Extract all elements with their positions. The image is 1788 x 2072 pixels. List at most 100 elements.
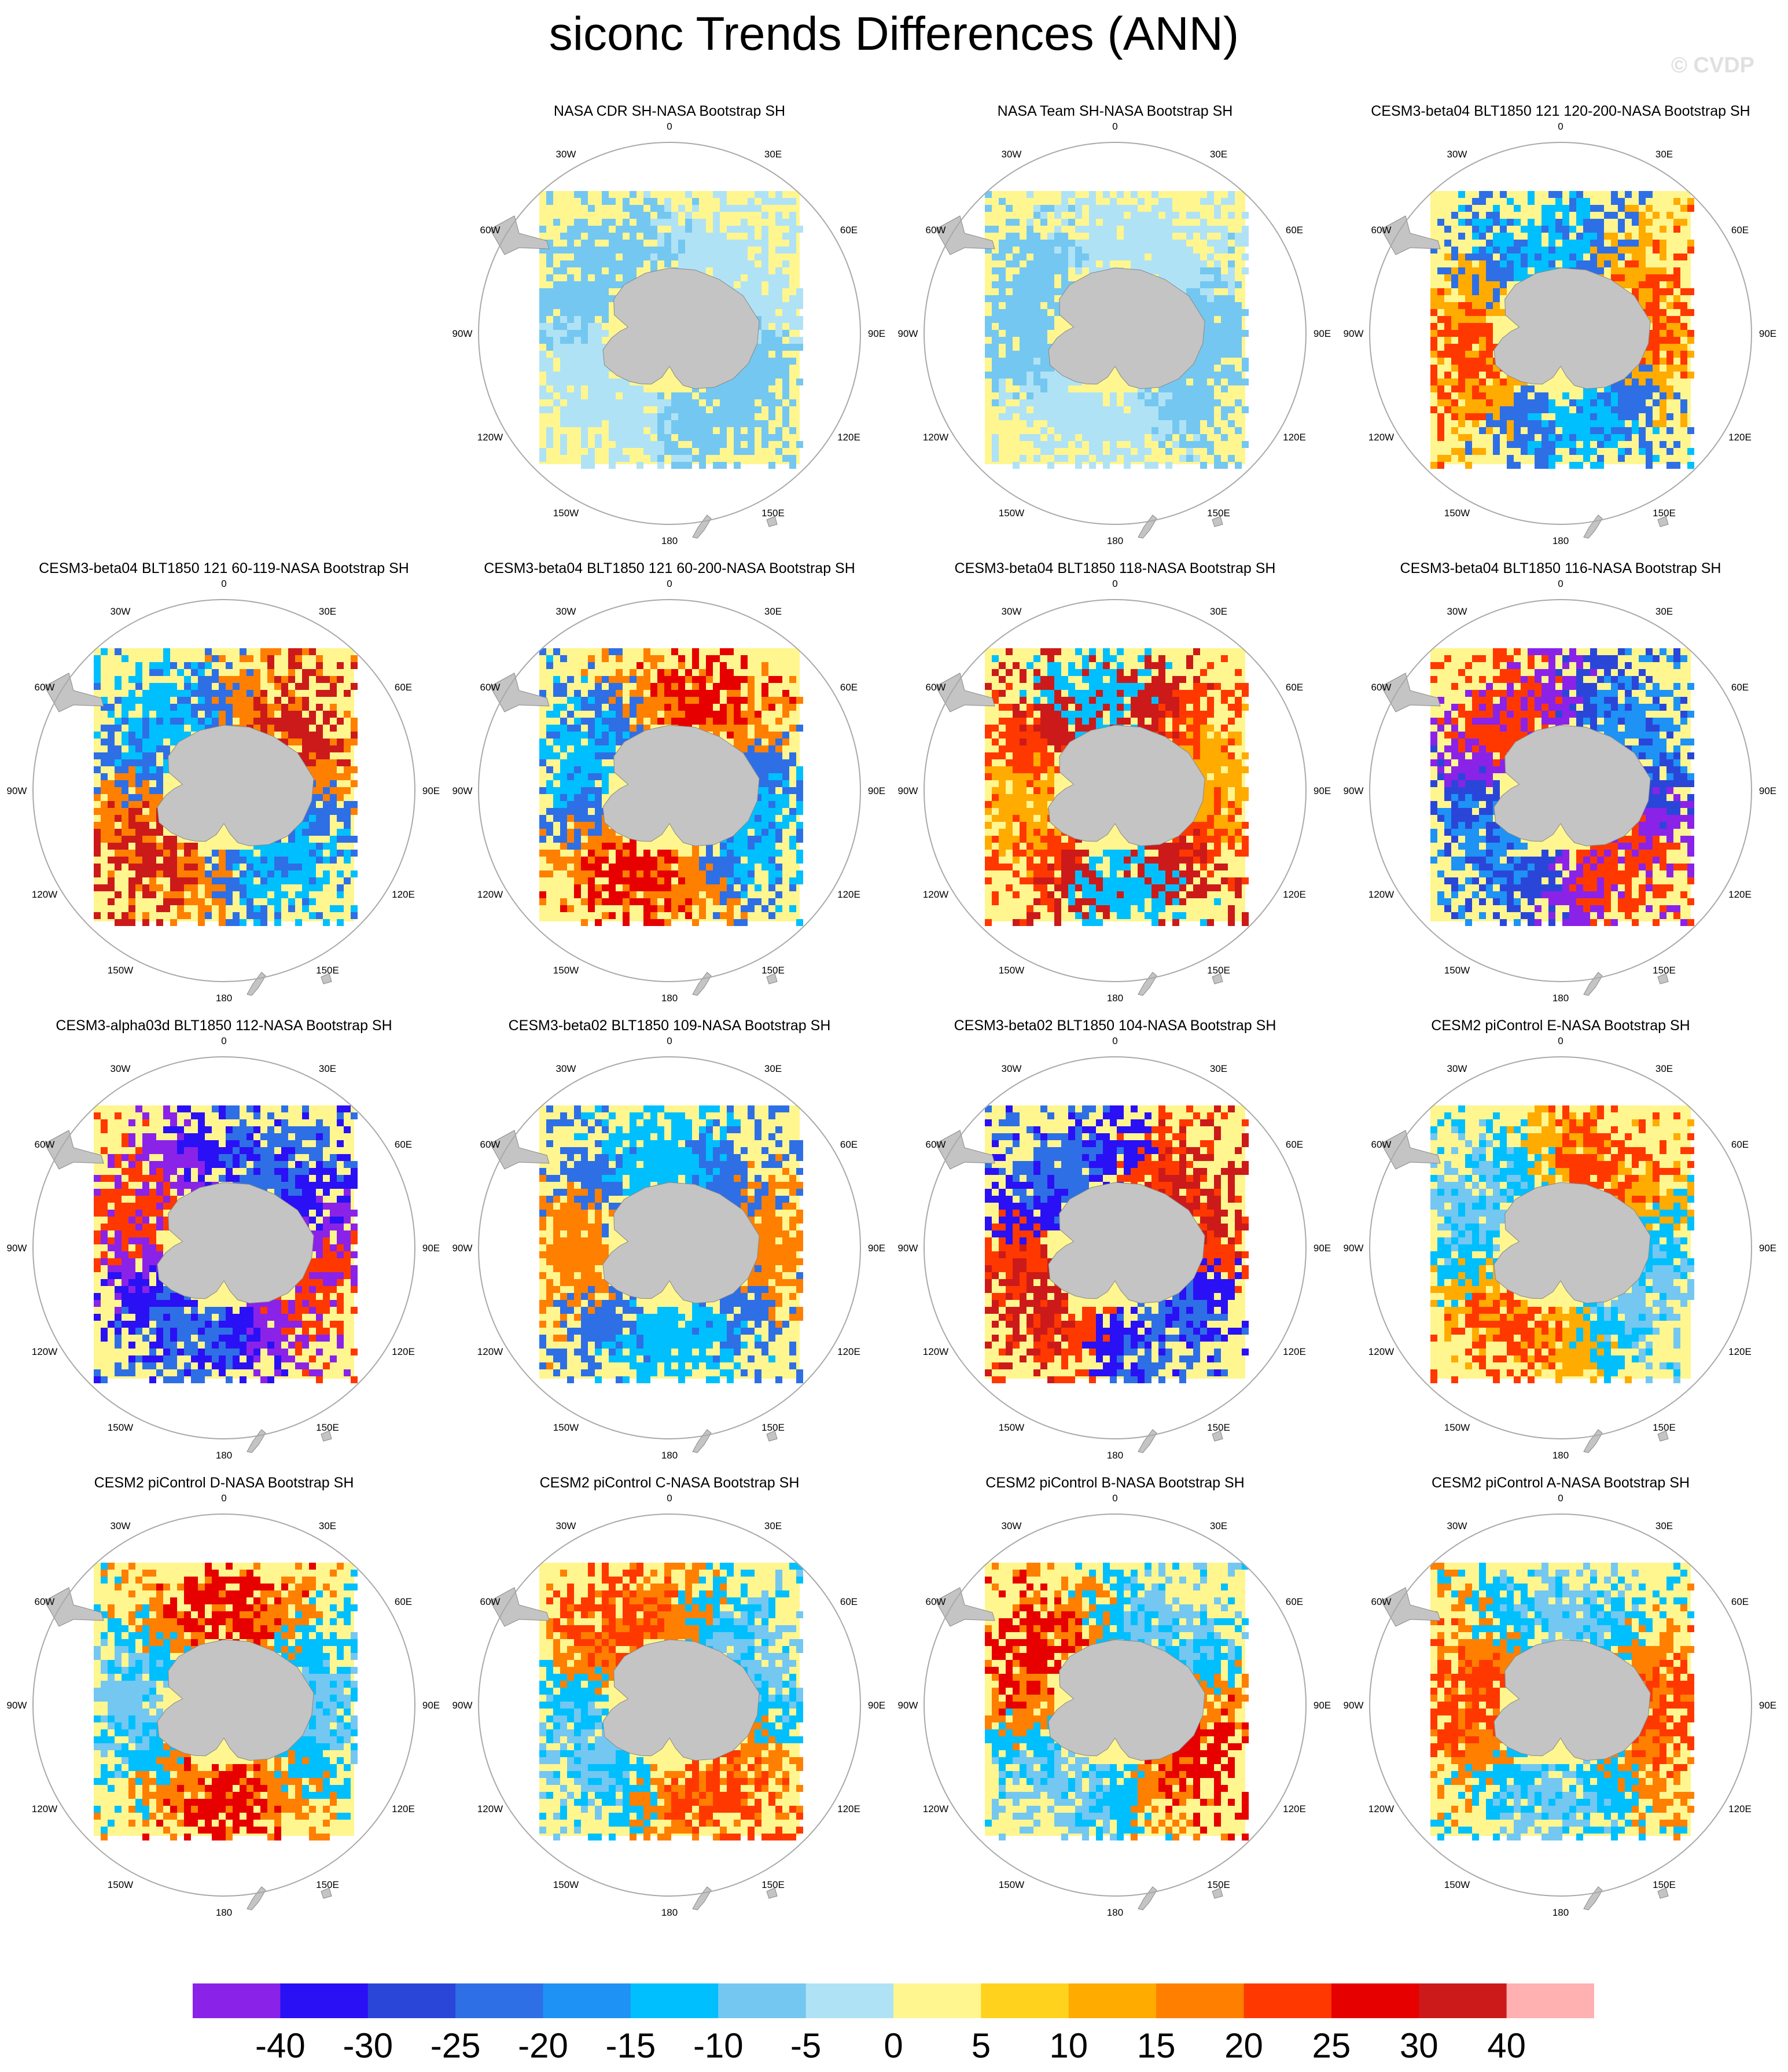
trend-cell — [1061, 711, 1068, 718]
trend-cell — [775, 739, 782, 745]
trend-cell — [1040, 309, 1047, 316]
trend-cell — [637, 441, 643, 448]
trend-cell — [1590, 448, 1597, 455]
trend-cell — [748, 399, 755, 406]
trend-cell — [581, 198, 588, 205]
trend-cell — [560, 441, 567, 448]
trend-cell — [1075, 718, 1082, 725]
trend-cell — [1027, 309, 1033, 316]
trend-cell — [177, 690, 184, 697]
trend-cell — [1639, 226, 1646, 233]
trend-cell — [796, 295, 803, 302]
trend-cell — [720, 420, 727, 427]
trend-cell — [761, 822, 768, 829]
trend-cell — [553, 267, 560, 274]
trend-cell — [1228, 295, 1235, 302]
trend-cell — [741, 247, 748, 254]
trend-cell — [1472, 406, 1479, 413]
trend-cell — [1027, 365, 1033, 372]
trend-cell — [616, 434, 623, 441]
trend-cell — [1054, 732, 1061, 739]
trend-cell — [741, 392, 748, 399]
trend-cell — [1089, 247, 1096, 254]
trend-cell — [108, 752, 115, 759]
trend-cell — [1075, 462, 1082, 469]
trend-cell — [198, 919, 205, 926]
trend-cell — [637, 254, 643, 260]
trend-cell — [1632, 205, 1639, 212]
trend-cell — [539, 455, 546, 462]
longitude-label: 150W — [108, 965, 133, 976]
trend-cell — [761, 669, 768, 676]
trend-cell — [734, 676, 741, 683]
trend-cell — [1151, 725, 1158, 732]
trend-cell — [1465, 448, 1472, 455]
trend-cell — [128, 877, 135, 884]
trend-cell — [657, 919, 664, 926]
trend-cell — [637, 434, 643, 441]
trend-cell — [1013, 260, 1020, 267]
trend-cell — [1555, 205, 1562, 212]
longitude-label: 60W — [926, 225, 946, 236]
trend-cell — [1027, 267, 1033, 274]
trend-cell — [1500, 191, 1507, 198]
trend-cell — [115, 864, 122, 870]
longitude-label: 30E — [1210, 149, 1227, 160]
trend-cell — [720, 884, 727, 891]
trend-cell — [1632, 385, 1639, 392]
trend-cell — [1138, 406, 1145, 413]
trend-cell — [1040, 267, 1047, 274]
trend-cell — [1666, 344, 1673, 351]
trend-cell — [1061, 843, 1068, 850]
trend-cell — [1013, 365, 1020, 372]
trend-cell — [1535, 420, 1541, 427]
trend-cell — [1639, 385, 1646, 392]
trend-cell — [1179, 392, 1186, 399]
trend-cell — [699, 455, 706, 462]
longitude-label: 180 — [661, 993, 678, 1004]
trend-cell — [1033, 379, 1040, 385]
trend-cell — [281, 704, 288, 711]
trend-cell — [260, 850, 267, 857]
trend-cell — [581, 808, 588, 815]
trend-cell — [1673, 316, 1680, 323]
trend-cell — [1006, 316, 1013, 323]
trend-cell — [623, 267, 630, 274]
trend-cell — [1040, 780, 1047, 787]
trend-cell — [1646, 351, 1653, 358]
trend-cell — [128, 725, 135, 732]
trend-cell — [789, 316, 796, 323]
trend-cell — [1451, 427, 1458, 434]
trend-cell — [692, 870, 699, 877]
trend-cell — [1479, 267, 1486, 274]
trend-cell — [1006, 836, 1013, 843]
trend-cell — [1521, 441, 1528, 448]
trend-cell — [337, 676, 344, 683]
trend-cell — [985, 822, 992, 829]
trend-cell — [650, 655, 657, 662]
trend-cell — [539, 815, 546, 822]
trend-cell — [1562, 205, 1569, 212]
trend-cell — [553, 337, 560, 344]
trend-cell — [1131, 455, 1138, 462]
trend-cell — [1444, 274, 1451, 281]
trend-cell — [1486, 240, 1493, 247]
trend-cell — [574, 815, 581, 822]
trend-cell — [664, 870, 671, 877]
trend-cell — [351, 683, 358, 690]
trend-cell — [135, 822, 142, 829]
trend-cell — [748, 274, 755, 281]
trend-cell — [302, 704, 309, 711]
trend-cell — [761, 226, 768, 233]
trend-cell — [775, 905, 782, 912]
trend-cell — [768, 815, 775, 822]
trend-cell — [1207, 697, 1214, 704]
trend-cell — [1221, 690, 1228, 697]
trend-cell — [595, 233, 602, 240]
trend-cell — [1047, 281, 1054, 288]
trend-cell — [1493, 288, 1500, 295]
trend-cell — [1158, 697, 1165, 704]
trend-cell — [115, 759, 122, 766]
trend-cell — [999, 337, 1006, 344]
trend-cell — [1555, 226, 1562, 233]
